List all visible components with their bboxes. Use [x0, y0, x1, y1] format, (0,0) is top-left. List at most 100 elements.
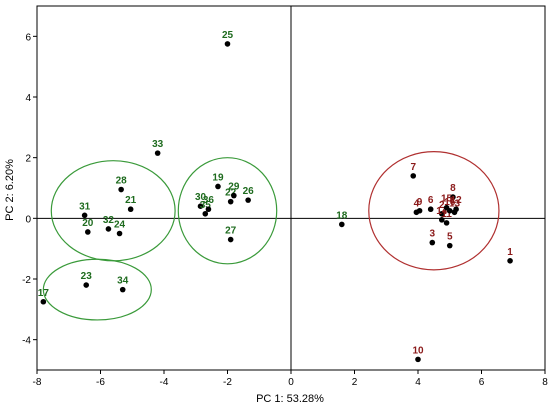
x-tick-label: 2: [352, 377, 358, 388]
point-label: 20: [82, 218, 94, 229]
point-marker: [83, 282, 90, 288]
y-tick-label: 4: [25, 93, 31, 104]
point-label: 8: [450, 183, 456, 194]
point-label: 36: [203, 195, 215, 206]
point-11: 11: [441, 209, 452, 226]
y-axis-title: PC 2: 6.20%: [4, 159, 16, 221]
point-5: 5: [446, 232, 453, 249]
point-label: 19: [212, 172, 224, 183]
point-label: 2: [439, 200, 445, 211]
point-3: 3: [429, 229, 436, 246]
point-marker: [197, 203, 204, 209]
point-label: 32: [103, 215, 115, 226]
point-label: 10: [412, 345, 424, 356]
x-tick-label: -4: [160, 377, 169, 388]
point-36: 36: [203, 195, 215, 213]
point-label: 26: [243, 186, 255, 197]
x-tick-label: -8: [33, 377, 42, 388]
x-axis-title: PC 1: 53.28%: [256, 393, 324, 405]
point-1: 1: [507, 247, 513, 264]
point-30: 30: [195, 192, 207, 209]
point-marker: [451, 209, 458, 216]
y-tick-label: 0: [25, 214, 31, 225]
point-10: 10: [412, 345, 424, 363]
point-marker: [205, 206, 212, 213]
point-label: 33: [152, 139, 164, 150]
x-tick-label: 0: [288, 377, 294, 388]
point-2: 2: [439, 200, 445, 217]
point-marker: [215, 183, 221, 190]
point-marker: [410, 173, 417, 179]
point-23: 23: [81, 271, 93, 288]
point-34: 34: [117, 276, 129, 293]
point-label: 23: [81, 271, 93, 282]
point-marker: [231, 192, 237, 199]
point-14: 14: [436, 206, 448, 223]
y-tick-label: 6: [25, 32, 31, 43]
point-label: 21: [125, 195, 137, 206]
point-marker: [81, 212, 88, 219]
point-marker: [118, 186, 124, 193]
point-label: 1: [507, 247, 513, 258]
point-label: 24: [114, 220, 126, 231]
point-label: 13: [449, 198, 461, 209]
point-marker: [429, 239, 436, 246]
point-label: 9: [417, 197, 423, 208]
point-33: 33: [152, 139, 164, 156]
point-19: 19: [212, 172, 224, 190]
point-label: 29: [228, 182, 240, 193]
x-tick-label: 8: [542, 377, 548, 388]
point-marker: [202, 210, 209, 217]
point-35: 35: [200, 200, 211, 217]
point-label: 31: [79, 201, 91, 212]
point-label: 14: [436, 206, 448, 217]
plot-frame: [36, 5, 546, 371]
point-label: 5: [447, 232, 453, 243]
point-marker: [227, 198, 234, 205]
point-marker: [443, 220, 450, 226]
point-label: 34: [117, 276, 129, 287]
point-label: 18: [336, 210, 348, 221]
ellipse-center-cluster: [177, 157, 278, 265]
data-points: 1234567891011121314151617181920212223242…: [38, 30, 513, 363]
point-24: 24: [114, 220, 126, 237]
point-22: 22: [225, 188, 237, 205]
point-label: 15: [441, 194, 453, 205]
point-label: 11: [441, 209, 452, 220]
point-label: 4: [414, 198, 420, 209]
point-18: 18: [336, 210, 348, 228]
point-16: 16: [444, 197, 456, 214]
x-tick-label: 4: [415, 377, 421, 388]
point-marker: [154, 150, 161, 156]
cluster-ellipses: [42, 151, 500, 321]
point-8: 8: [450, 183, 456, 200]
point-label: 7: [410, 162, 416, 173]
point-marker: [416, 207, 423, 214]
ellipse-right-cluster: [368, 151, 500, 271]
point-marker: [119, 286, 126, 293]
point-31: 31: [79, 201, 91, 219]
point-26: 26: [243, 186, 255, 203]
point-label: 16: [444, 197, 456, 208]
point-7: 7: [410, 162, 416, 179]
point-marker: [127, 206, 134, 213]
point-label: 12: [451, 195, 463, 206]
point-label: 3: [430, 229, 436, 240]
point-marker: [40, 298, 47, 305]
point-25: 25: [222, 30, 233, 47]
point-marker: [245, 197, 251, 203]
y-tick-label: -2: [22, 275, 31, 286]
point-21: 21: [125, 195, 137, 213]
ellipse-left-upper-cluster: [50, 160, 176, 262]
point-marker: [116, 230, 123, 237]
point-20: 20: [82, 218, 94, 235]
point-marker: [507, 258, 513, 264]
point-marker: [450, 194, 456, 200]
point-27: 27: [225, 226, 237, 243]
point-9: 9: [416, 197, 423, 214]
point-6: 6: [427, 195, 434, 213]
ellipse-left-lower-cluster: [42, 258, 152, 321]
y-tick-label: -4: [22, 336, 31, 347]
